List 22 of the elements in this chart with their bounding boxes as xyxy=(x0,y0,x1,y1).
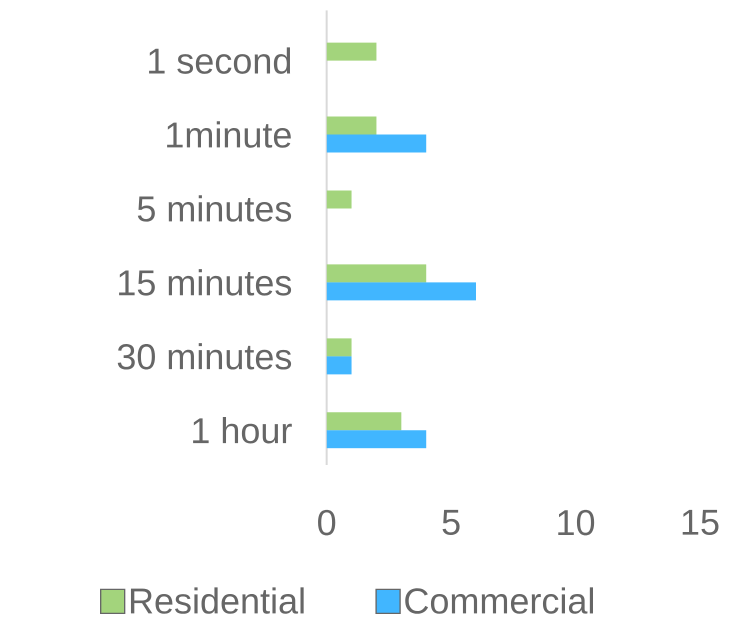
y-tick-label: 30 minutes xyxy=(118,343,292,370)
bar xyxy=(326,42,376,61)
bar xyxy=(326,356,352,374)
x-tick-label: 10 xyxy=(558,510,594,536)
bar xyxy=(326,264,426,282)
legend-label: Commercial xyxy=(405,587,594,614)
bar xyxy=(326,282,476,300)
y-tick-label: 1 second xyxy=(149,47,290,74)
x-tick-label: 15 xyxy=(682,510,718,535)
x-tick-label: 5 xyxy=(442,510,460,535)
bar xyxy=(326,116,376,135)
bar xyxy=(326,430,426,448)
legend-label: Residential xyxy=(130,587,304,614)
y-tick-label: 15 minutes xyxy=(119,269,292,296)
bar xyxy=(326,190,352,208)
y-tick-label: 1minute xyxy=(167,121,291,148)
x-tick-label: 0 xyxy=(318,510,336,536)
y-tick-label: 1 hour xyxy=(193,417,292,444)
bar xyxy=(326,338,352,356)
y-tick-label: 5 minutes xyxy=(138,195,292,222)
bar xyxy=(326,412,402,430)
bar xyxy=(326,134,426,153)
